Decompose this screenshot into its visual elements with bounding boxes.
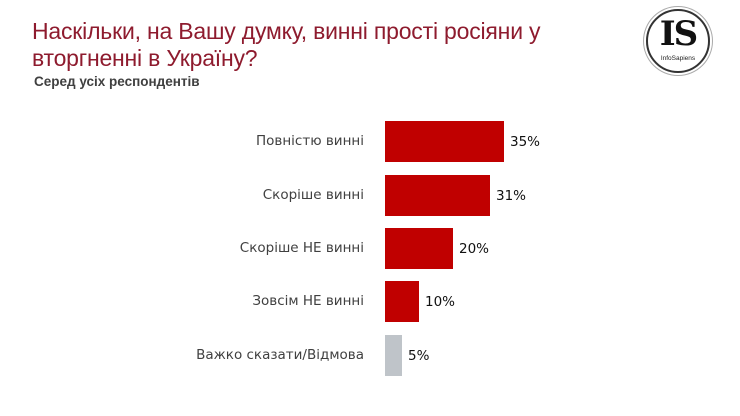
logo-name: InfoSapiens [660,55,696,62]
category-label: Скоріше НЕ винні [239,240,364,256]
category-label: Зовсім НЕ винні [252,293,364,309]
bar [385,281,419,322]
category-label: Повністю винні [255,133,364,149]
chart-row: Зовсім НЕ винні 10% [0,281,740,323]
chart-row: Важко сказати/Відмова 5% [0,335,740,377]
bar [385,335,402,376]
chart-row: Повністю винні 35% [0,121,740,163]
bar [385,175,490,216]
chart-title: Наскільки, на Вашу думку, винні прості р… [32,18,541,71]
category-label: Важко сказати/Відмова [196,347,364,363]
value-label: 20% [459,241,490,257]
chart-subtitle: Серед усіх респондентів [34,74,200,89]
chart-row: Скоріше винні 31% [0,175,740,217]
value-label: 10% [425,294,456,310]
bar [385,121,504,162]
value-label: 35% [510,134,541,150]
bar [385,228,453,269]
category-label: Скоріше винні [262,187,364,203]
infosapiens-logo: IS InfoSapiens [646,9,710,73]
chart-row: Скоріше НЕ винні 20% [0,228,740,270]
logo-mark: IS [659,14,698,54]
value-label: 5% [408,348,430,364]
value-label: 31% [496,188,527,204]
